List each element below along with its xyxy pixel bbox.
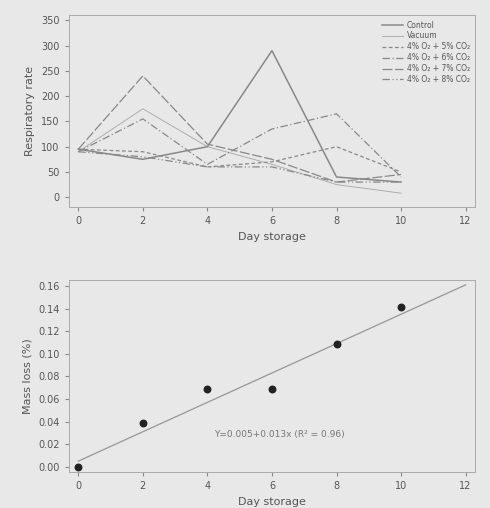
- Text: Y=0.005+0.013x (R² = 0.96): Y=0.005+0.013x (R² = 0.96): [214, 430, 344, 439]
- Point: [139, 419, 147, 427]
- Point: [74, 463, 82, 471]
- X-axis label: Day storage: Day storage: [238, 232, 306, 242]
- Point: [397, 303, 405, 311]
- Y-axis label: Respiratory rate: Respiratory rate: [25, 66, 35, 156]
- Point: [268, 385, 276, 393]
- X-axis label: Day storage: Day storage: [238, 497, 306, 507]
- Y-axis label: Mass loss (%): Mass loss (%): [23, 338, 32, 414]
- Legend: Control, Vacuum, 4% O₂ + 5% CO₂, 4% O₂ + 6% CO₂, 4% O₂ + 7% CO₂, 4% O₂ + 8% CO₂: Control, Vacuum, 4% O₂ + 5% CO₂, 4% O₂ +…: [380, 19, 471, 86]
- Point: [203, 385, 211, 393]
- Point: [333, 339, 341, 347]
